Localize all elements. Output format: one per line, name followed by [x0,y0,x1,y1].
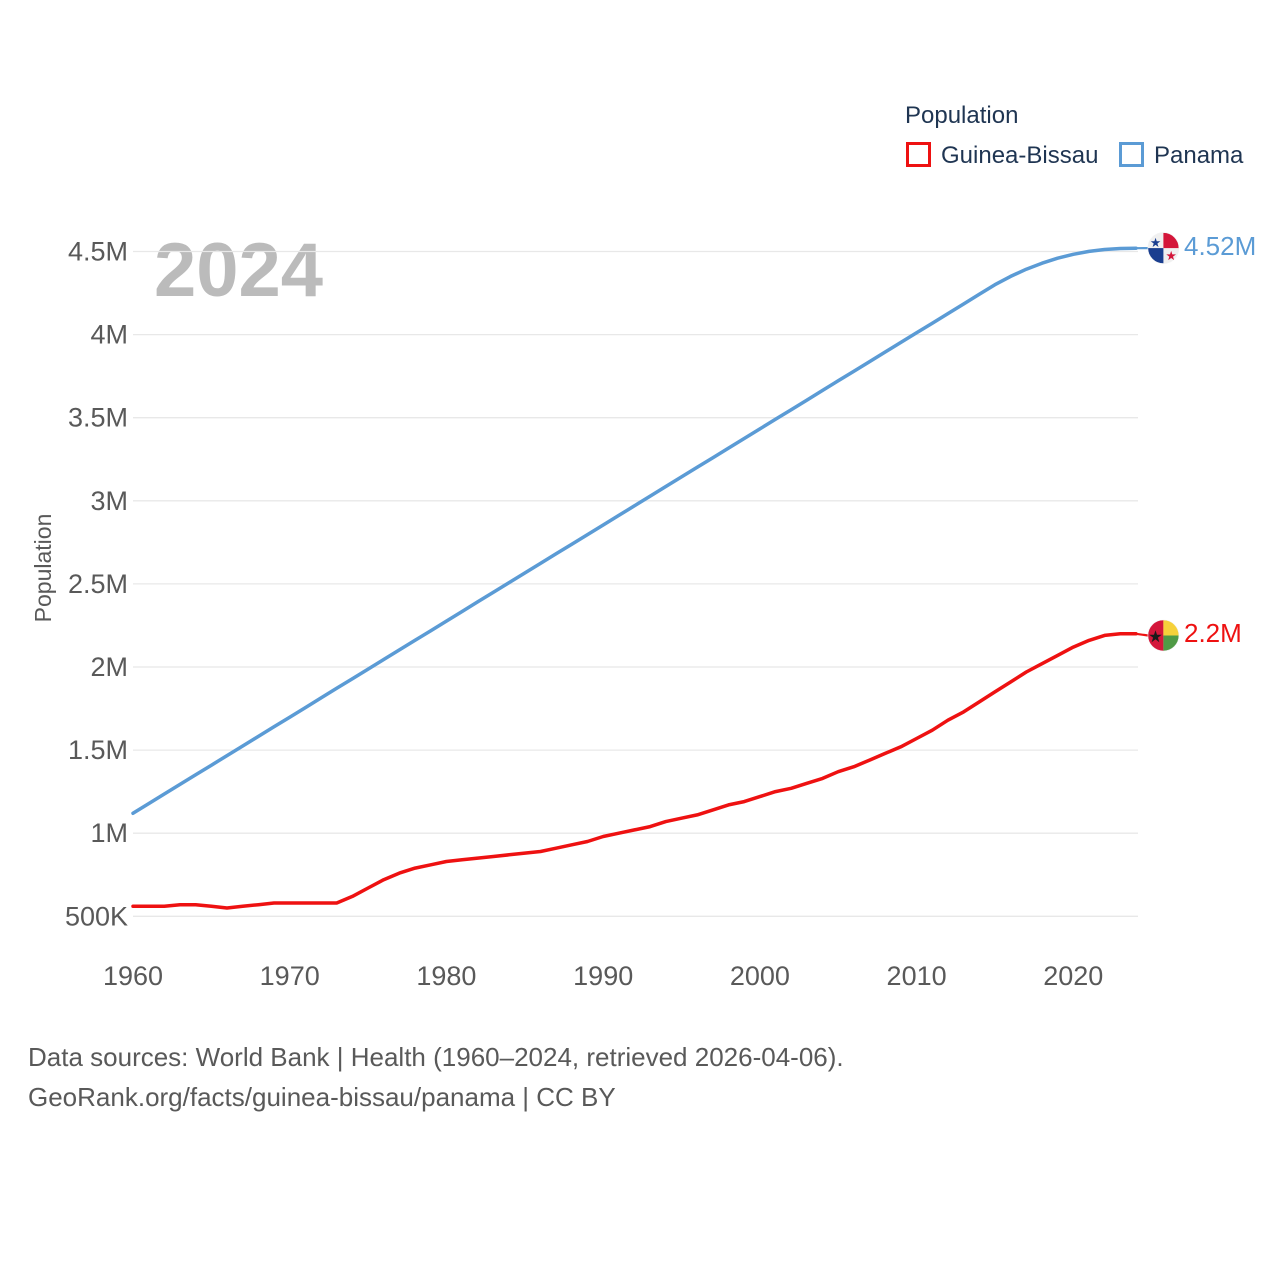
svg-text:Population: Population [30,514,56,623]
svg-text:1990: 1990 [573,961,633,991]
svg-text:500K: 500K [65,901,128,931]
svg-text:2010: 2010 [887,961,947,991]
svg-text:1960: 1960 [103,961,163,991]
svg-text:4.5M: 4.5M [68,237,128,267]
svg-text:2.5M: 2.5M [68,569,128,599]
svg-text:2M: 2M [90,652,128,682]
svg-text:4M: 4M [90,320,128,350]
svg-text:2020: 2020 [1043,961,1103,991]
svg-text:2000: 2000 [730,961,790,991]
svg-text:3M: 3M [90,486,128,516]
svg-text:1980: 1980 [416,961,476,991]
svg-text:2.2M: 2.2M [1184,618,1242,648]
svg-text:4.52M: 4.52M [1184,231,1256,261]
svg-text:3.5M: 3.5M [68,403,128,433]
svg-text:1M: 1M [90,818,128,848]
svg-text:1970: 1970 [260,961,320,991]
svg-text:1.5M: 1.5M [68,735,128,765]
